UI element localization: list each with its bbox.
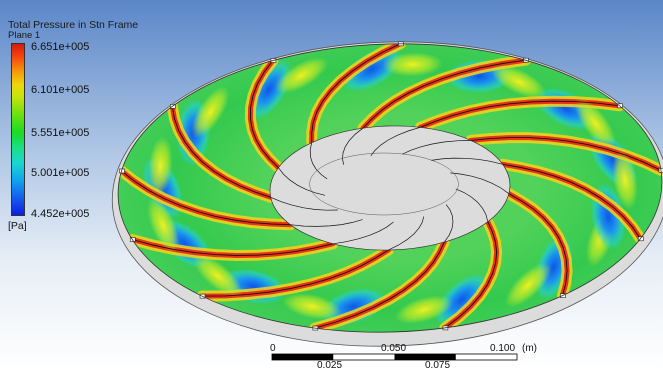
legend-unit: [Pa] xyxy=(8,220,27,232)
scale-label-0050: 0.050 xyxy=(381,343,407,354)
scale-label-0075: 0.075 xyxy=(425,360,451,368)
scale-label-0: 0 xyxy=(270,343,276,354)
hub-region xyxy=(269,125,511,251)
legend-plane-label: Plane 1 xyxy=(8,30,41,41)
legend-tick-min: 4.452e+005 xyxy=(31,208,90,220)
blade-outlines xyxy=(117,41,663,333)
color-scale-bar xyxy=(11,43,25,216)
legend-tick-4: 5.001e+005 xyxy=(31,167,90,179)
scale-label-unit: (m) xyxy=(522,343,537,354)
legend-title: Total Pressure in Stn Frame xyxy=(8,19,139,31)
scale-bar xyxy=(271,353,518,361)
legend-tick-3: 5.551e+005 xyxy=(31,127,90,139)
legend-tick-2: 6.101e+005 xyxy=(31,84,90,96)
scale-label-0025: 0.025 xyxy=(317,360,343,368)
legend-tick-max: 6.651e+005 xyxy=(31,41,90,53)
scale-label-0100: 0.100 xyxy=(490,343,516,354)
